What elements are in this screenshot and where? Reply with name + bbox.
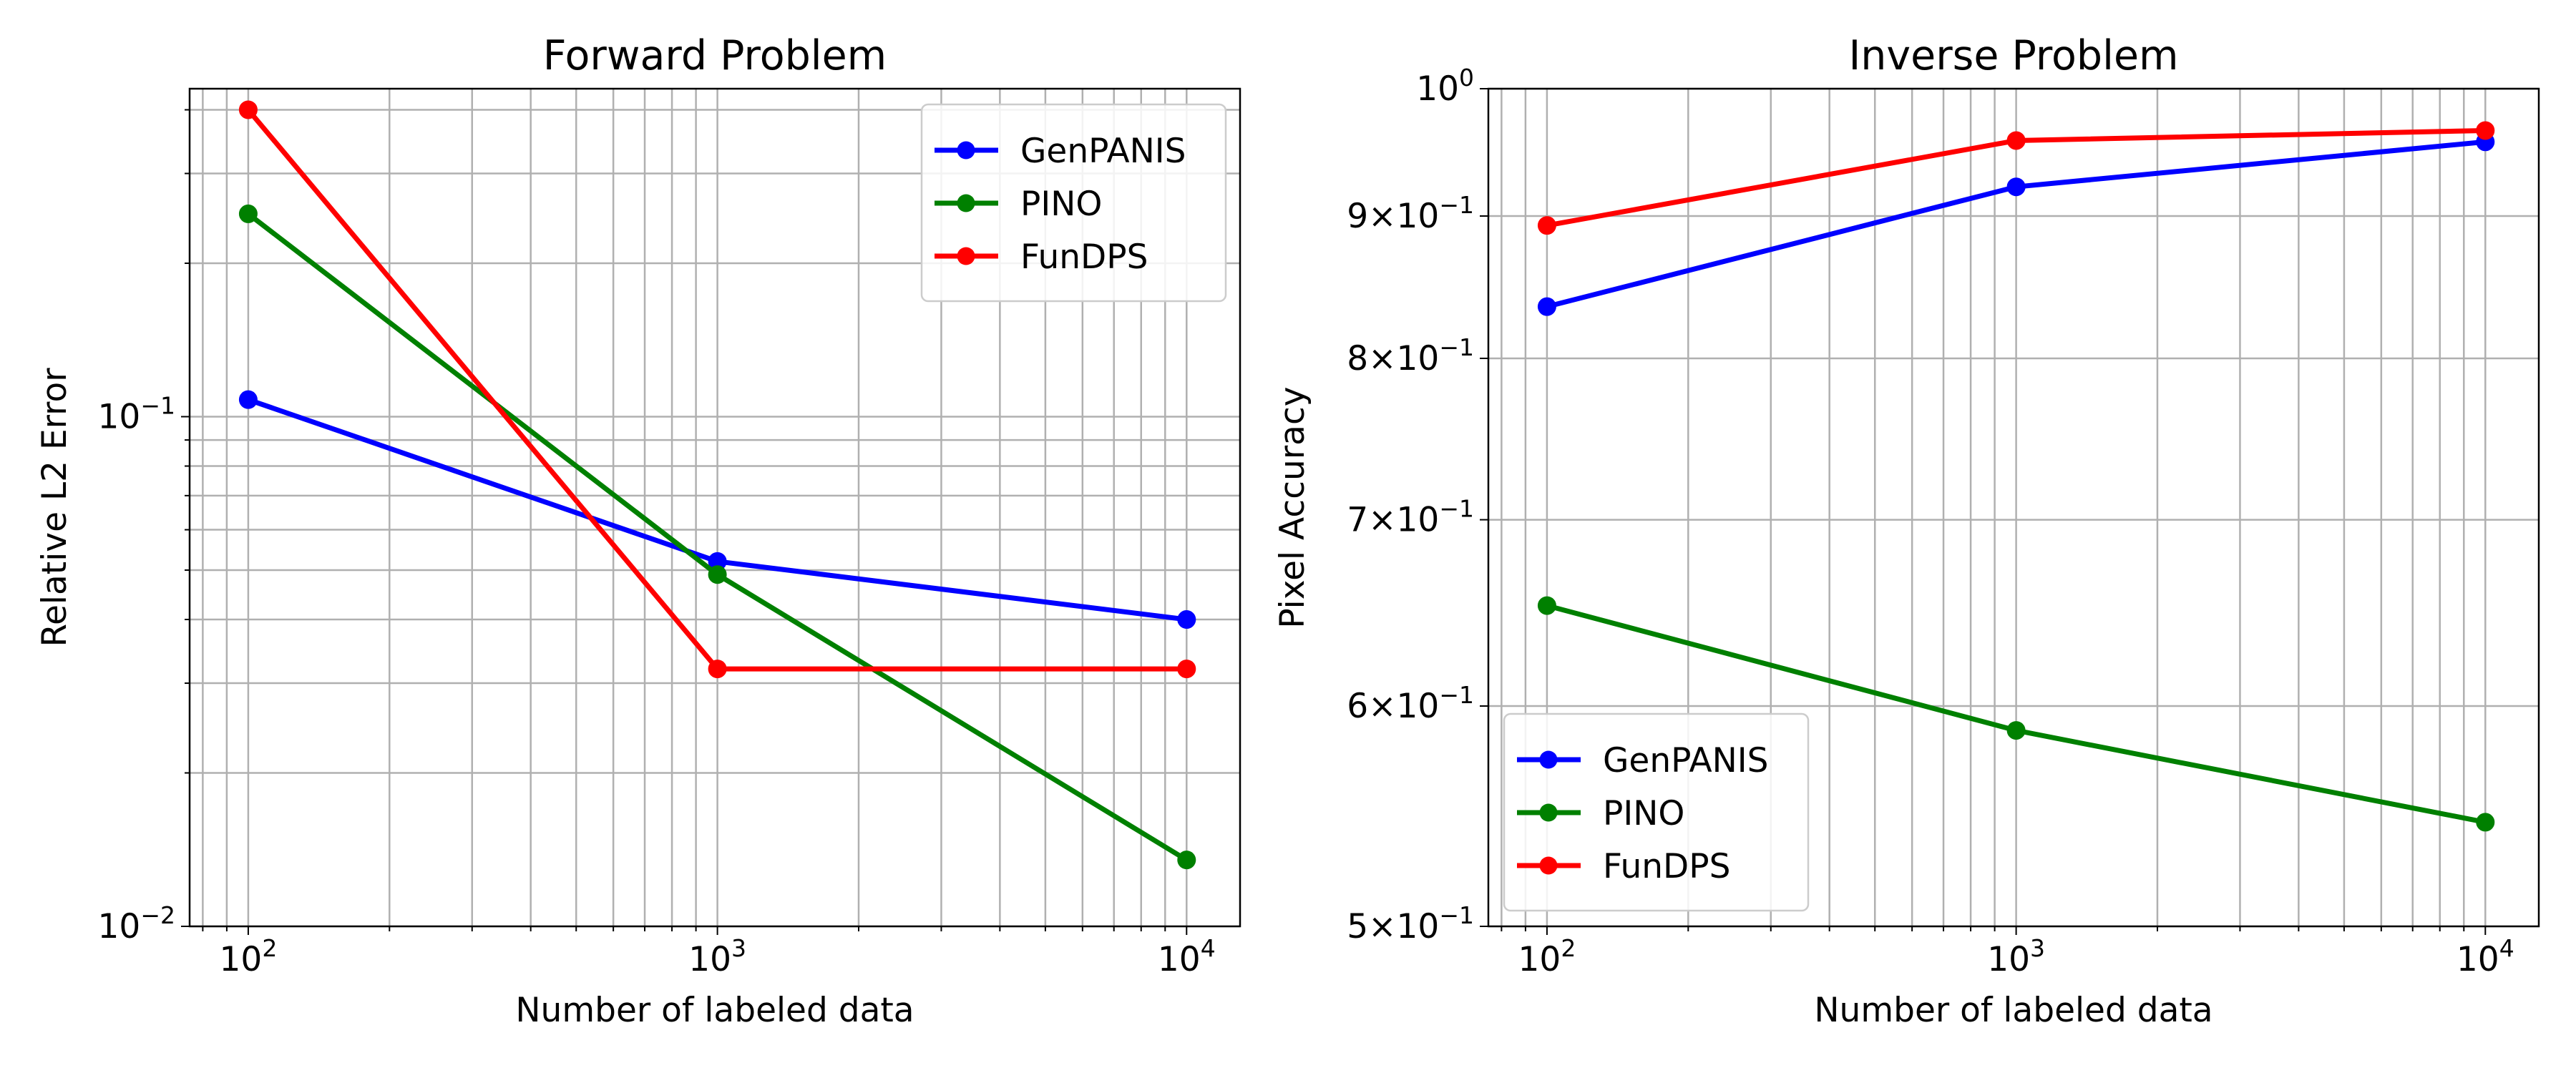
y-tick-label: 9×10−1 [1347,191,1474,236]
chart-panel-1: 102 103 104 10−2 10−1 Forward Problem Number o… [35,32,1241,1030]
y-axis-label: Pixel Accuracy [1273,386,1312,628]
axes-frame [188,87,1241,928]
data-point-genpanis [1537,297,1556,316]
x-tick-label: 104 [2457,934,2514,979]
y-tick-label: 10−2 [98,901,175,946]
y-tick-label: 5×10−1 [1347,901,1474,946]
series-genpanis [238,390,1196,629]
x-tick-label: 102 [1518,934,1576,979]
series-pino [1537,596,2495,832]
chart-title: Forward Problem [543,32,887,79]
x-tick-label: 103 [688,934,746,979]
data-point-fundps [1537,216,1556,235]
data-point-pino [1537,596,1556,615]
x-tick-label: 104 [1158,934,1216,979]
legend-marker-pino [957,194,975,212]
data-point-genpanis [2006,177,2026,197]
x-tick-label: 102 [220,934,278,979]
chart-panel-2: 102 103 104 5×10−1 6×10−1 7×10−1 8×10−1 9×10−1 1… [1273,32,2540,1030]
y-axis-label: Relative L2 Error [35,368,74,647]
legend: GenPANIS PINO FunDPS [1503,712,1810,912]
x-tick-label: 103 [1987,934,2045,979]
y-tick-label: 8×10−1 [1347,333,1474,378]
x-axis-label: Number of labeled data [515,991,914,1030]
data-point-fundps [2476,121,2495,140]
y-tick-label: 6×10−1 [1347,681,1474,726]
chart-title: Inverse Problem [1848,32,2178,79]
data-point-fundps [708,660,727,679]
legend-box [920,103,1227,303]
legend-marker-fundps [1539,856,1558,875]
y-tick-label: 7×10−1 [1347,495,1474,540]
legend-marker-pino [1539,803,1558,822]
data-point-fundps [1177,660,1196,679]
data-point-pino [708,565,727,584]
y-tick-label: 100 [1416,64,1474,109]
series-pino [238,204,1196,870]
legend-marker-genpanis [957,141,975,160]
data-point-pino [2006,721,2026,740]
legend-label-pino: PINO [1020,185,1102,224]
legend-label-pino: PINO [1603,794,1684,833]
legend-marker-fundps [957,247,975,265]
legend: GenPANIS PINO FunDPS [920,103,1227,303]
legend-label-fundps: FunDPS [1603,847,1730,886]
y-tick-label: 10−1 [98,391,175,436]
data-point-genpanis [238,390,258,409]
data-point-genpanis [1177,610,1196,629]
legend-marker-genpanis [1539,750,1558,769]
series-fundps [238,100,1196,679]
x-axis-label: Number of labeled data [1814,991,2212,1030]
data-point-pino [1177,851,1196,870]
data-point-fundps [2006,131,2026,150]
data-point-pino [2476,813,2495,832]
grid [1488,87,2539,928]
data-point-pino [238,204,258,223]
series-fundps [1537,121,2495,235]
legend-label-fundps: FunDPS [1020,237,1148,277]
data-point-fundps [238,100,258,119]
legend-label-genpanis: GenPANIS [1020,132,1186,171]
legend-label-genpanis: GenPANIS [1603,741,1768,780]
axes-frame [1487,87,2540,928]
legend-box [1503,712,1810,912]
